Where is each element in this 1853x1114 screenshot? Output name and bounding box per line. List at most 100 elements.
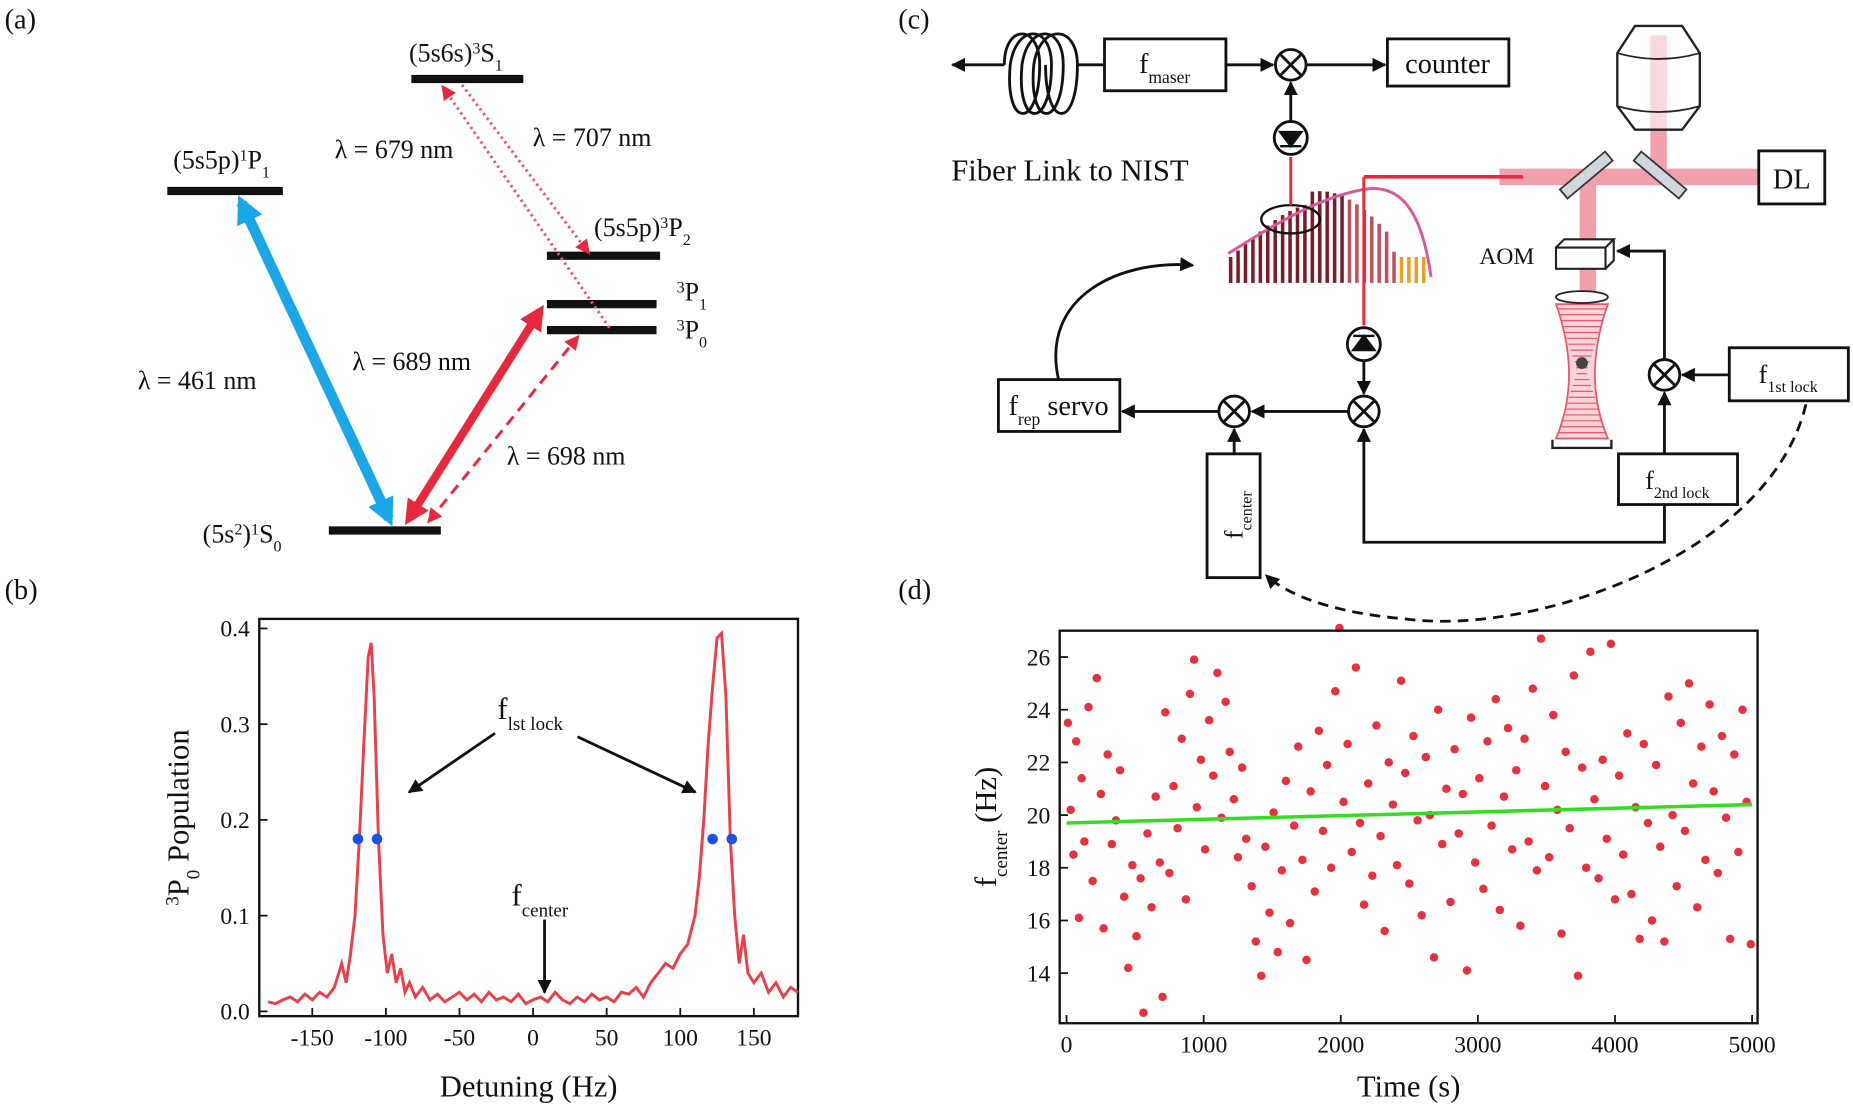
plot-frame <box>258 617 800 1018</box>
y-tick-label: 14 <box>1027 961 1051 987</box>
scatter-point <box>1655 842 1665 851</box>
feedback-arrow <box>1264 404 1808 623</box>
scatter-point <box>1446 897 1455 907</box>
marker-point <box>707 833 718 845</box>
scatter-point <box>1409 731 1418 741</box>
level-label: (5s5p)3P2 <box>594 213 691 249</box>
scatter-point <box>1495 905 1505 915</box>
scatter-point <box>1318 826 1328 836</box>
fiber-coil <box>1002 32 1079 115</box>
scatter-point <box>1734 847 1743 857</box>
scatter-point <box>1169 781 1178 791</box>
scatter-point <box>1294 742 1303 751</box>
scatter-point <box>1155 858 1165 867</box>
scatter-point <box>1499 792 1509 801</box>
scatter-point <box>1405 879 1414 888</box>
scatter-point <box>1462 966 1472 975</box>
diagram-label: AOM <box>1479 244 1534 270</box>
scatter-point <box>1623 729 1632 738</box>
scatter-point <box>1359 900 1369 909</box>
y-axis-label-part: P <box>162 879 196 896</box>
scatter-point <box>1376 831 1385 841</box>
scatter-point <box>1606 639 1616 649</box>
scatter-point <box>1119 892 1129 902</box>
scatter-point <box>1151 792 1160 801</box>
level-label-part: (5s6s) <box>409 38 472 67</box>
y-axis-label-part: center <box>991 830 1012 877</box>
scatter-point <box>1470 858 1480 867</box>
scatter-point <box>1314 726 1324 736</box>
scatter-point <box>1417 910 1426 920</box>
panel-label: (d) <box>898 575 931 606</box>
scatter-point <box>1721 813 1731 822</box>
annotation-part: f <box>512 878 523 912</box>
level-label-part: S <box>259 519 273 548</box>
level-label-part: 1 <box>699 296 707 313</box>
transition-arrow <box>460 83 590 255</box>
scatter-point <box>1507 845 1517 854</box>
scatter-point <box>1372 721 1381 730</box>
box-label-part: 1st lock <box>1767 379 1818 396</box>
scatter-point <box>1590 795 1599 804</box>
level-label-part: (5s5p) <box>594 213 660 242</box>
marker-point <box>352 833 364 845</box>
scatter-point <box>1676 718 1686 728</box>
scatter-point <box>1610 895 1620 904</box>
level-label-part: S <box>480 38 494 67</box>
scatter-point <box>1209 771 1218 780</box>
y-tick-label: 26 <box>1027 645 1051 671</box>
scatter-point <box>1213 668 1222 678</box>
x-tick-label: 100 <box>663 1026 698 1052</box>
scatter-point <box>1257 971 1266 981</box>
level-label-part: 1 <box>239 147 247 164</box>
scatter-point <box>1664 692 1673 701</box>
x-tick-label: 3000 <box>1454 1033 1501 1059</box>
level-label-part: 2 <box>683 231 691 248</box>
scatter-point <box>1388 800 1398 809</box>
mixer-cross <box>1222 53 1677 424</box>
scatter-point <box>1343 739 1352 749</box>
scatter-point <box>1643 818 1653 828</box>
mirror <box>1632 150 1688 200</box>
scatter-point <box>1491 694 1500 704</box>
level-label-part: 2 <box>234 521 242 538</box>
lattice <box>1554 303 1610 440</box>
scatter-point <box>1730 750 1739 759</box>
scatter-point <box>1557 929 1566 938</box>
level-label-part: 3 <box>677 279 685 296</box>
lattice-beam <box>1554 303 1610 440</box>
mixers <box>1217 48 1682 429</box>
scatter-point <box>1347 847 1356 857</box>
scatter-point <box>1400 768 1410 778</box>
plot-frame <box>1058 629 1759 1025</box>
x-tick-label: 150 <box>736 1026 771 1052</box>
level-label-part: 0 <box>699 334 707 351</box>
annotation-part: lst lock <box>508 714 564 735</box>
box-label-part: f <box>1008 391 1018 422</box>
panel-label: (b) <box>5 575 38 606</box>
connector <box>1356 427 1666 544</box>
scatter-point <box>1269 808 1278 817</box>
scatter-point <box>1265 908 1274 917</box>
level-label-part: 1 <box>495 57 503 74</box>
scatter-point <box>1672 881 1681 891</box>
box-label-part: servo <box>1040 391 1108 422</box>
scatter-point <box>1289 821 1299 830</box>
y-tick-label: 16 <box>1027 909 1051 935</box>
scatter-point <box>1594 874 1603 883</box>
scatter-point <box>1161 708 1170 717</box>
y-axis-label: 3P0 Population <box>162 729 205 905</box>
y-axis-label-part: 0 <box>183 870 204 879</box>
scatter-point <box>1413 816 1422 825</box>
scatter-point <box>1738 705 1747 714</box>
scatter-point <box>1229 795 1239 804</box>
scatter-point <box>1647 916 1657 925</box>
transitions <box>236 83 611 527</box>
scatter-point <box>1339 797 1348 807</box>
scatter-point <box>1363 779 1373 788</box>
transition-arrow <box>405 304 544 525</box>
scatter-point <box>1586 647 1595 656</box>
x-tick-label: 4000 <box>1591 1033 1638 1059</box>
scatter-point <box>1392 860 1402 870</box>
